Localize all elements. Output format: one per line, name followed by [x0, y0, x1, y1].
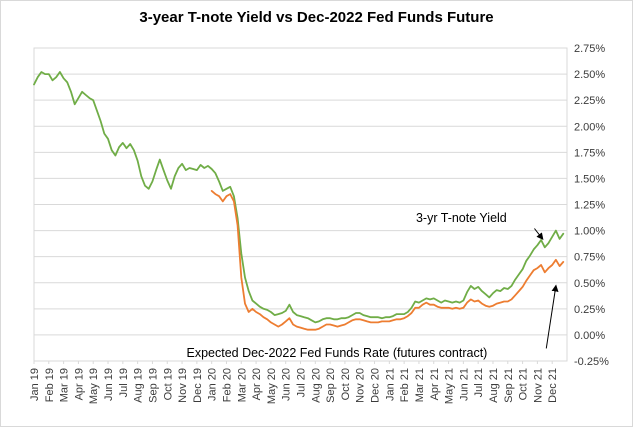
x-axis-tick-label: Nov 19: [177, 368, 189, 403]
x-axis-tick-label: Apr 19: [73, 368, 85, 400]
tnote-annotation-arrow: [534, 228, 544, 241]
fedfunds-annotation-label: Expected Dec-2022 Fed Funds Rate (future…: [186, 346, 487, 360]
x-axis-tick-label: Aug 20: [310, 368, 322, 403]
tnote-annotation-label: 3-yr T-note Yield: [416, 211, 507, 225]
x-axis-tick-label: Feb 21: [399, 368, 411, 402]
x-axis-tick-label: Aug 21: [488, 368, 500, 403]
x-axis-tick-label: Oct 20: [340, 368, 352, 400]
x-axis-tick-label: Nov 21: [532, 368, 544, 403]
x-axis-tick-label: Jul 20: [296, 368, 308, 397]
x-axis-tick-label: May 19: [88, 368, 100, 404]
x-axis-tick-label: Aug 19: [133, 368, 145, 403]
x-axis-tick-label: Feb 20: [221, 368, 233, 402]
fedfunds-annotation-arrow: [545, 284, 559, 349]
y-axis-tick-label: 1.50%: [574, 173, 605, 185]
y-axis-tick-label: 0.75%: [574, 252, 605, 264]
series-line-fedfunds: [210, 189, 565, 331]
x-axis-tick-label: Jun 20: [281, 368, 293, 401]
x-axis-tick-label: Nov 20: [355, 368, 367, 403]
x-axis-tick-label: Sep 20: [325, 368, 337, 403]
x-axis-tick-label: Jun 21: [458, 368, 470, 401]
x-axis-tick-label: Mar 20: [236, 368, 248, 402]
y-axis-tick-label: 1.75%: [574, 147, 605, 159]
x-axis-tick-label: Jan 21: [384, 368, 396, 401]
y-axis-tick-label: 2.00%: [574, 121, 605, 133]
x-axis-tick-label: Oct 21: [518, 368, 530, 400]
chart-title: 3-year T-note Yield vs Dec-2022 Fed Fund…: [139, 9, 494, 26]
x-axis-tick-label: Mar 21: [414, 368, 426, 402]
x-axis-tick-label: Apr 20: [251, 368, 263, 400]
x-axis-tick-label: Dec 20: [370, 368, 382, 403]
y-axis-tick-label: 0.00%: [574, 330, 605, 342]
x-axis-tick-label: Sep 19: [147, 368, 159, 403]
x-axis-tick-label: Jan 19: [29, 368, 41, 401]
y-axis-tick-label: 0.25%: [574, 304, 605, 316]
y-axis-tick-label: -0.25%: [574, 356, 609, 368]
x-axis-tick-label: Apr 21: [429, 368, 441, 400]
series-line-tnote: [33, 71, 565, 324]
x-axis-tick-label: Mar 19: [59, 368, 71, 402]
y-axis-tick-label: 1.25%: [574, 200, 605, 212]
x-axis-tick-label: Oct 19: [162, 368, 174, 400]
x-axis-tick-label: Jul 21: [473, 368, 485, 397]
y-axis-tick-label: 1.00%: [574, 226, 605, 238]
y-axis-tick-label: 2.25%: [574, 95, 605, 107]
x-axis-tick-label: Jan 20: [207, 368, 219, 401]
x-axis-tick-label: May 21: [444, 368, 456, 404]
x-axis-tick-label: Dec 19: [192, 368, 204, 403]
x-axis-tick-label: May 20: [266, 368, 278, 404]
x-axis-tick-label: Feb 19: [44, 368, 56, 402]
x-axis-tick-label: Sep 21: [503, 368, 515, 403]
x-axis-tick-label: Jul 19: [118, 368, 130, 397]
x-axis-tick-label: Jun 19: [103, 368, 115, 401]
y-axis-tick-label: 2.50%: [574, 69, 605, 81]
y-axis-tick-label: 0.50%: [574, 278, 605, 290]
x-axis-tick-label: Dec 21: [547, 368, 559, 403]
y-axis-tick-label: 2.75%: [574, 43, 605, 55]
